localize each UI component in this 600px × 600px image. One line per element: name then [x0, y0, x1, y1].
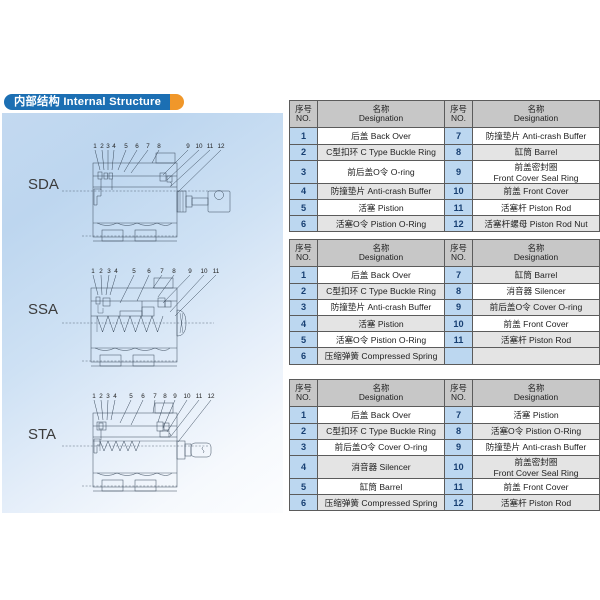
svg-text:3: 3 [106, 143, 110, 150]
svg-text:4: 4 [114, 268, 118, 275]
svg-text:5: 5 [132, 268, 136, 275]
svg-text:8: 8 [163, 393, 167, 400]
svg-text:12: 12 [207, 393, 215, 400]
svg-text:7: 7 [160, 268, 164, 275]
svg-text:12: 12 [217, 143, 225, 150]
svg-text:11: 11 [213, 268, 220, 275]
svg-text:4: 4 [113, 393, 117, 400]
svg-text:2: 2 [99, 268, 103, 275]
svg-text:7: 7 [153, 393, 157, 400]
svg-text:6: 6 [147, 268, 151, 275]
svg-text:1: 1 [93, 143, 97, 150]
svg-text:3: 3 [106, 393, 110, 400]
svg-text:10: 10 [195, 143, 203, 150]
svg-text:6: 6 [135, 143, 139, 150]
svg-text:5: 5 [129, 393, 133, 400]
svg-text:1: 1 [91, 268, 95, 275]
svg-text:2: 2 [100, 143, 104, 150]
svg-text:3: 3 [107, 268, 111, 275]
svg-text:8: 8 [157, 143, 161, 150]
svg-text:8: 8 [172, 268, 176, 275]
svg-text:2: 2 [99, 393, 103, 400]
svg-text:10: 10 [183, 393, 191, 400]
svg-text:7: 7 [146, 143, 150, 150]
svg-text:1: 1 [92, 393, 96, 400]
svg-text:11: 11 [196, 393, 203, 400]
svg-text:9: 9 [173, 393, 177, 400]
svg-text:6: 6 [141, 393, 145, 400]
svg-text:9: 9 [186, 143, 190, 150]
svg-text:5: 5 [124, 143, 128, 150]
svg-text:9: 9 [188, 268, 192, 275]
svg-text:10: 10 [200, 268, 208, 275]
svg-text:11: 11 [207, 143, 214, 150]
svg-text:4: 4 [112, 143, 116, 150]
